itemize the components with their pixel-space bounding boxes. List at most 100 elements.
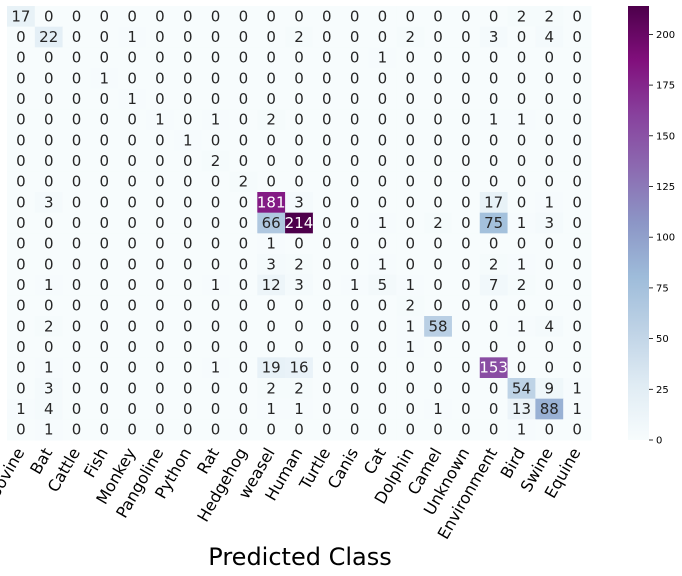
heatmap-cell bbox=[479, 233, 509, 255]
cell-value: 0 bbox=[322, 90, 332, 108]
heatmap-cell bbox=[173, 109, 203, 131]
cell-value: 0 bbox=[183, 338, 193, 356]
heatmap-cell bbox=[90, 68, 119, 90]
cell-value: 0 bbox=[100, 276, 110, 294]
cell-value: 0 bbox=[461, 400, 471, 418]
cell-value: 0 bbox=[405, 90, 415, 108]
heatmap-cell bbox=[173, 357, 203, 379]
heatmap-cell bbox=[229, 233, 258, 255]
heatmap-cell bbox=[146, 212, 175, 234]
heatmap-cell bbox=[535, 47, 564, 69]
heatmap-cell bbox=[201, 171, 230, 193]
heatmap-cell bbox=[396, 6, 425, 28]
cell-value: 0 bbox=[350, 297, 360, 315]
heatmap-cell bbox=[229, 254, 258, 276]
heatmap-cell bbox=[368, 26, 397, 48]
cell-value: 3 bbox=[489, 28, 499, 46]
cell-value: 0 bbox=[489, 131, 499, 149]
cell-value: 0 bbox=[322, 255, 332, 273]
heatmap-cell bbox=[34, 378, 64, 400]
cell-value: 0 bbox=[72, 90, 82, 108]
heatmap-cell bbox=[257, 378, 286, 400]
heatmap-cell bbox=[118, 419, 147, 441]
heatmap-cell bbox=[146, 130, 175, 152]
heatmap-cell bbox=[257, 316, 286, 338]
cell-value: 2 bbox=[44, 317, 54, 335]
heatmap-cell bbox=[507, 68, 536, 90]
cell-value: 0 bbox=[350, 131, 360, 149]
cell-value: 181 bbox=[257, 193, 286, 211]
heatmap-cell bbox=[257, 192, 286, 214]
heatmap-cell bbox=[424, 212, 453, 234]
cell-value: 0 bbox=[517, 338, 527, 356]
cell-value: 0 bbox=[183, 173, 193, 191]
heatmap-cell bbox=[201, 109, 230, 131]
heatmap-cell bbox=[229, 212, 258, 234]
heatmap-cell bbox=[257, 6, 286, 28]
cell-value: 0 bbox=[183, 276, 193, 294]
heatmap-cell bbox=[90, 398, 119, 420]
cell-value: 0 bbox=[545, 173, 555, 191]
heatmap-cell bbox=[507, 357, 536, 379]
heatmap-cell bbox=[340, 254, 370, 276]
cell-value: 0 bbox=[100, 131, 110, 149]
heatmap-cells: 17 0 0 0 0 0 0 0 0 0 0 0 0 0 0 0 0 0 2 2 00 22 0 0 1 0 0 0 0 0 2 0 0 0 2 0 0… bbox=[7, 6, 592, 441]
heatmap-cell bbox=[535, 150, 564, 172]
heatmap-cell bbox=[396, 233, 425, 255]
cell-value: 0 bbox=[517, 90, 527, 108]
heatmap-cell bbox=[62, 357, 91, 379]
heatmap-cell bbox=[507, 254, 536, 276]
cell-value: 0 bbox=[489, 49, 499, 67]
heatmap-cell bbox=[424, 419, 453, 441]
cell-value: 0 bbox=[572, 28, 582, 46]
cell-value: 0 bbox=[322, 297, 332, 315]
heatmap-cell bbox=[7, 295, 36, 317]
cell-value: 0 bbox=[127, 400, 137, 418]
cell-value: 0 bbox=[44, 255, 54, 273]
heatmap-cell bbox=[563, 68, 592, 90]
cell-value: 0 bbox=[72, 7, 82, 25]
heatmap-cell bbox=[396, 171, 425, 193]
heatmap-cell bbox=[479, 274, 509, 296]
heatmap-cell bbox=[7, 233, 36, 255]
cell-value: 0 bbox=[72, 317, 82, 335]
cell-value: 2 bbox=[517, 276, 527, 294]
cell-value: 0 bbox=[183, 152, 193, 170]
cell-value: 1 bbox=[211, 359, 221, 377]
heatmap-cell bbox=[285, 130, 314, 152]
cell-value: 0 bbox=[155, 297, 165, 315]
cell-value: 0 bbox=[127, 131, 137, 149]
heatmap-cell bbox=[507, 6, 536, 28]
cell-value: 0 bbox=[545, 276, 555, 294]
heatmap-cell bbox=[451, 398, 481, 420]
cell-value: 0 bbox=[266, 297, 276, 315]
heatmap-cell bbox=[340, 398, 370, 420]
cell-value: 0 bbox=[322, 338, 332, 356]
cell-value: 0 bbox=[239, 193, 249, 211]
cell-value: 4 bbox=[545, 317, 555, 335]
heatmap-cell bbox=[340, 295, 370, 317]
cell-value: 0 bbox=[211, 214, 221, 232]
heatmap-cell bbox=[90, 357, 119, 379]
heatmap-cell bbox=[451, 357, 481, 379]
heatmap-cell bbox=[340, 26, 370, 48]
heatmap-cell bbox=[34, 47, 64, 69]
cell-value: 0 bbox=[16, 131, 26, 149]
heatmap-cell bbox=[479, 47, 509, 69]
cell-value: 0 bbox=[433, 111, 443, 129]
heatmap-cell bbox=[535, 398, 564, 420]
heatmap-cell bbox=[146, 109, 175, 131]
heatmap-cell bbox=[229, 336, 258, 358]
heatmap-cell bbox=[90, 192, 119, 214]
cell-value: 0 bbox=[44, 214, 54, 232]
heatmap-cell bbox=[312, 192, 342, 214]
cell-value: 0 bbox=[183, 111, 193, 129]
cell-value: 0 bbox=[239, 90, 249, 108]
cell-value: 0 bbox=[572, 421, 582, 439]
cell-value: 0 bbox=[183, 49, 193, 67]
colorbar-tick-label: 200 bbox=[656, 30, 675, 41]
heatmap-cell bbox=[201, 47, 230, 69]
cell-value: 0 bbox=[44, 152, 54, 170]
heatmap-cell bbox=[563, 295, 592, 317]
